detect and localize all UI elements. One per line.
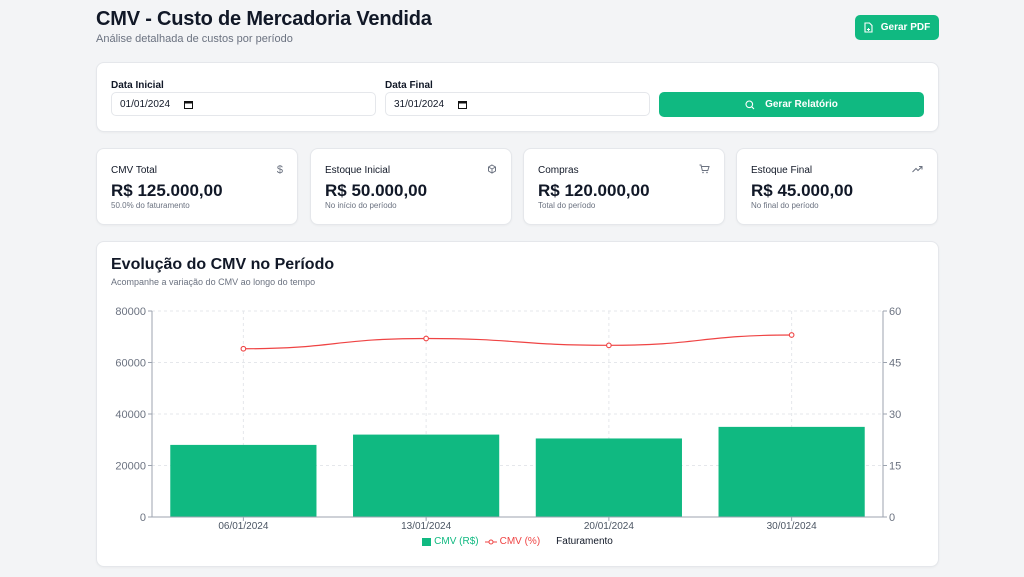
chart-title: Evolução do CMV no Período (111, 256, 335, 273)
legend-item-bar[interactable]: CMV (R$) (422, 536, 479, 547)
cmv-chart-card: Evolução do CMV no Período Acompanhe a v… (96, 241, 939, 567)
bar[interactable] (535, 438, 682, 517)
svg-text:20000: 20000 (115, 461, 146, 473)
svg-text:30: 30 (889, 409, 901, 421)
bar[interactable] (353, 434, 500, 517)
line-point[interactable] (423, 335, 429, 342)
line-marker-icon (484, 539, 497, 544)
svg-text:60000: 60000 (115, 358, 146, 370)
legend-item-line[interactable]: CMV (%) (484, 536, 540, 547)
page-title: CMV - Custo de Mercadoria Vendida (96, 8, 432, 30)
stat-note: 50.0% do faturamento (111, 201, 190, 210)
line-point[interactable] (240, 345, 247, 352)
stat-note: Total do período (538, 201, 596, 210)
filters-panel: Data Inicial 01/01/2024 Data Final 31/01… (96, 62, 939, 132)
end-date-value: 31/01/2024 (394, 98, 445, 110)
svg-text:13/01/2024: 13/01/2024 (401, 521, 451, 532)
calendar-icon[interactable] (184, 100, 194, 109)
stat-label: CMV Total (111, 165, 157, 176)
calendar-icon[interactable] (458, 100, 468, 109)
start-date-label: Data Inicial (111, 80, 164, 91)
line-point[interactable] (606, 342, 612, 349)
chart-legend: CMV (R$) CMV (%) Faturamento (97, 536, 938, 547)
stat-card-cmv-total: CMV Total $ R$ 125.000,00 50.0% do fatur… (96, 148, 298, 225)
svg-text:40000: 40000 (115, 409, 146, 421)
chart-subtitle: Acompanhe a variação do CMV ao longo do … (111, 277, 316, 287)
stat-value: R$ 120.000,00 (538, 181, 650, 200)
svg-text:30/01/2024: 30/01/2024 (767, 521, 817, 532)
cmv-chart: 0 20000 40000 60000 80000 0 15 30 45 60 06/01/2024… (115, 306, 901, 532)
dollar-icon: $ (276, 164, 283, 176)
start-date-input[interactable]: 01/01/2024 (111, 92, 376, 116)
svg-text:0: 0 (889, 512, 895, 524)
stat-note: No início do período (325, 201, 397, 210)
stat-card-compras: Compras R$ 120.000,00 Total do período (523, 148, 725, 225)
start-date-value: 01/01/2024 (120, 98, 171, 110)
square-icon (422, 537, 432, 546)
end-date-label: Data Final (385, 80, 433, 91)
generate-report-button[interactable]: Gerar Relatório (659, 92, 924, 117)
stat-label: Estoque Inicial (325, 165, 391, 176)
svg-text:20/01/2024: 20/01/2024 (584, 521, 634, 532)
bar[interactable] (718, 426, 865, 517)
cart-icon (699, 164, 710, 177)
stat-value: R$ 50.000,00 (325, 181, 428, 200)
svg-text:80000: 80000 (115, 306, 146, 318)
svg-text:45: 45 (889, 358, 901, 370)
page-subtitle: Análise detalhada de custos por período (96, 33, 293, 45)
page-header: CMV - Custo de Mercadoria Vendida Anális… (96, 8, 432, 45)
search-icon (745, 99, 755, 109)
bar[interactable] (170, 444, 317, 517)
svg-text:0: 0 (140, 512, 146, 524)
stat-label: Compras (538, 165, 579, 176)
package-icon (487, 164, 497, 177)
stat-card-estoque-inicial: Estoque Inicial R$ 50.000,00 No início d… (310, 148, 512, 225)
file-icon (864, 22, 873, 33)
generate-report-label: Gerar Relatório (765, 99, 838, 110)
trending-up-icon (912, 164, 923, 176)
end-date-input[interactable]: 31/01/2024 (385, 92, 650, 116)
generate-pdf-button[interactable]: Gerar PDF (855, 15, 939, 40)
svg-text:06/01/2024: 06/01/2024 (218, 521, 268, 532)
generate-pdf-label: Gerar PDF (880, 22, 931, 33)
svg-text:15: 15 (889, 461, 901, 473)
legend-item-faturamento[interactable]: Faturamento (556, 536, 613, 547)
stat-note: No final do período (751, 201, 819, 210)
stat-card-estoque-final: Estoque Final R$ 45.000,00 No final do p… (736, 148, 938, 225)
svg-text:60: 60 (889, 306, 901, 318)
line-point[interactable] (788, 332, 795, 338)
stat-value: R$ 125.000,00 (111, 181, 223, 200)
stat-value: R$ 45.000,00 (751, 181, 854, 200)
stat-label: Estoque Final (751, 165, 813, 176)
